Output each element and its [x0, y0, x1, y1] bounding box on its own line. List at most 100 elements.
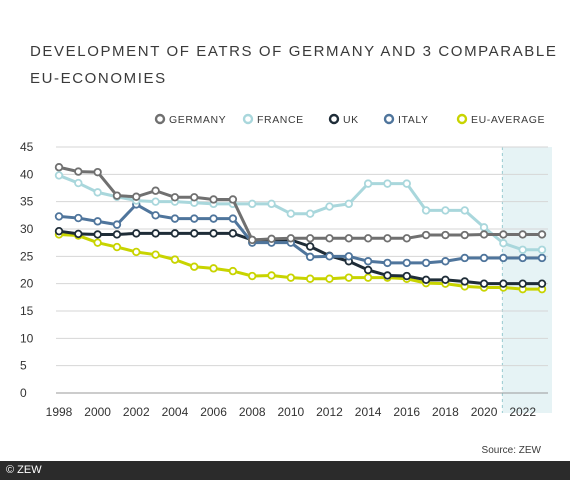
legend-item-france: FRANCE: [242, 113, 303, 126]
x-tick-label: 2004: [162, 405, 189, 419]
data-point-italy: [383, 258, 392, 268]
legend-label: UK: [343, 114, 359, 126]
x-tick-label: 2012: [316, 405, 343, 419]
data-point-france: [479, 223, 489, 232]
data-point-germany: [518, 230, 527, 239]
chart-title-line-1: DEVELOPMENT OF EATRS OF GERMANY AND 3 CO…: [30, 43, 558, 60]
data-point-germany: [209, 195, 218, 204]
data-point-uk: [54, 226, 64, 236]
data-point-uk: [190, 229, 199, 238]
y-tick-label: 5: [20, 359, 27, 373]
data-point-italy: [305, 252, 315, 262]
data-point-italy: [54, 212, 64, 221]
data-point-uk: [151, 229, 160, 238]
data-point-uk: [441, 275, 450, 285]
data-point-italy: [170, 214, 180, 223]
x-tick-label: 2022: [509, 405, 536, 419]
y-tick-label: 0: [20, 386, 27, 400]
data-point-italy: [402, 258, 411, 268]
data-point-germany: [74, 167, 83, 176]
data-point-germany: [286, 234, 296, 243]
legend-label: EU-AVERAGE: [471, 114, 545, 126]
data-point-france: [54, 171, 64, 180]
data-point-italy: [518, 253, 527, 263]
data-point-italy: [479, 253, 489, 263]
data-point-italy: [344, 252, 353, 261]
data-point-eu-average: [190, 262, 199, 271]
data-point-france: [363, 179, 373, 188]
data-point-germany: [421, 230, 431, 240]
data-point-italy: [363, 257, 373, 266]
data-point-germany: [402, 234, 411, 243]
data-point-uk: [479, 279, 489, 288]
data-point-eu-average: [247, 271, 257, 281]
data-point-italy: [151, 211, 160, 220]
data-point-germany: [499, 230, 508, 239]
data-point-france: [499, 239, 508, 248]
legend-item-eu-average: EU-AVERAGE: [456, 113, 545, 126]
data-point-italy: [537, 253, 547, 263]
data-point-germany: [190, 193, 199, 202]
data-point-germany: [344, 234, 353, 243]
series-germany: [54, 163, 547, 245]
data-point-germany: [112, 191, 122, 200]
data-point-germany: [363, 234, 373, 243]
data-point-germany: [132, 192, 141, 201]
data-point-eu-average: [286, 273, 296, 282]
grid-lines: [56, 146, 548, 394]
source-label: Source: ZEW: [482, 445, 542, 456]
data-point-uk: [132, 229, 141, 238]
data-point-germany: [479, 230, 489, 239]
data-point-france: [325, 202, 334, 211]
x-tick-label: 2010: [277, 405, 304, 419]
data-point-germany: [247, 235, 257, 245]
data-point-uk: [499, 279, 508, 288]
legend-marker: [383, 113, 395, 125]
data-point-france: [267, 199, 276, 209]
series-italy: [54, 200, 547, 268]
data-point-germany: [305, 234, 315, 243]
x-tick-label: 2006: [200, 405, 227, 419]
data-point-eu-average: [132, 247, 141, 257]
data-point-uk: [537, 279, 547, 288]
data-point-uk: [402, 271, 411, 281]
x-tick-label: 2002: [123, 405, 150, 419]
data-point-germany: [441, 230, 450, 240]
y-tick-label: 45: [20, 140, 34, 154]
x-tick-label: 2014: [355, 405, 382, 419]
data-point-uk: [518, 279, 527, 288]
data-point-italy: [209, 214, 218, 223]
legend-marker: [328, 113, 340, 125]
y-tick-label: 15: [20, 304, 34, 318]
data-point-italy: [421, 258, 431, 268]
x-tick-label: 2000: [84, 405, 111, 419]
x-tick-label: 2008: [239, 405, 266, 419]
y-axis-tick-labels: 0 5 10 15 20 25 30 35 40 45: [20, 140, 34, 400]
data-point-italy: [499, 253, 508, 263]
line-chart: 0 5 10 15 20 25 30 35 40 45 1998 2000 2002 2004 2006 2…: [20, 113, 552, 456]
legend-item-germany: GERMANY: [154, 113, 226, 126]
data-point-uk: [209, 229, 218, 238]
data-point-france: [460, 206, 469, 215]
data-point-uk: [74, 229, 83, 239]
y-tick-label: 10: [20, 331, 34, 345]
x-tick-label: 1998: [46, 405, 73, 419]
data-point-eu-average: [209, 264, 218, 273]
data-point-eu-average: [267, 271, 276, 280]
data-point-france: [305, 209, 315, 218]
data-point-italy: [441, 257, 450, 266]
data-point-eu-average: [363, 273, 373, 282]
data-point-italy: [460, 253, 469, 263]
data-point-germany: [537, 230, 547, 239]
data-point-eu-average: [344, 273, 353, 282]
data-point-eu-average: [305, 274, 315, 283]
legend-marker: [154, 113, 166, 125]
data-point-eu-average: [170, 255, 180, 264]
data-point-eu-average: [93, 238, 102, 247]
data-point-uk: [460, 277, 469, 286]
x-axis-tick-labels: 1998 2000 2002 2004 2006 2008 2010 2012 2014 2016…: [46, 405, 537, 419]
data-point-eu-average: [151, 250, 160, 259]
chart-series: [54, 163, 547, 294]
y-tick-label: 40: [20, 167, 34, 181]
data-point-france: [441, 206, 450, 215]
